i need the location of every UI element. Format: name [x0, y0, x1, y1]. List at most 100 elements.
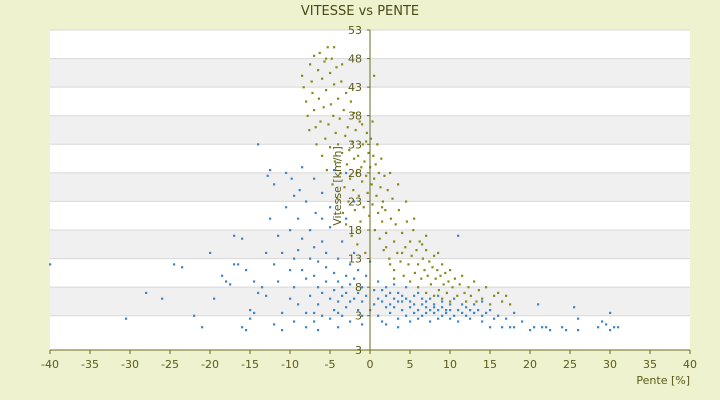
data-point	[405, 297, 408, 300]
data-point	[376, 143, 379, 146]
data-point	[353, 200, 356, 203]
data-point	[393, 240, 396, 243]
data-point	[393, 306, 396, 309]
data-point	[337, 300, 340, 303]
data-point	[421, 314, 424, 317]
data-point	[314, 211, 317, 215]
data-point	[444, 271, 447, 275]
data-point	[333, 83, 336, 86]
data-point	[285, 171, 288, 175]
data-point	[449, 303, 452, 306]
data-point	[379, 186, 382, 189]
data-point	[401, 231, 404, 235]
data-point	[337, 97, 340, 100]
data-point	[345, 274, 348, 277]
data-point	[425, 291, 428, 295]
data-point	[357, 309, 360, 312]
data-point	[453, 277, 456, 280]
data-point	[489, 303, 492, 306]
data-point	[317, 303, 320, 306]
data-point	[347, 200, 350, 203]
data-point	[337, 143, 340, 146]
data-point	[497, 291, 500, 295]
data-point	[281, 311, 284, 315]
data-point	[285, 206, 288, 209]
data-point	[329, 71, 332, 75]
data-point	[329, 317, 332, 320]
data-point	[359, 220, 362, 223]
data-point	[313, 274, 316, 277]
data-point	[429, 283, 432, 286]
data-point	[384, 209, 387, 212]
data-point	[377, 171, 380, 175]
data-point	[265, 294, 268, 297]
data-point	[326, 46, 329, 49]
data-point	[433, 294, 436, 297]
data-point	[348, 149, 351, 152]
data-point	[385, 286, 388, 289]
data-point	[473, 303, 476, 306]
data-point	[425, 300, 428, 303]
data-point	[461, 311, 464, 315]
data-point	[441, 263, 444, 266]
data-point	[273, 183, 276, 186]
y-tick-label: 3	[355, 310, 362, 323]
data-point	[573, 306, 576, 309]
data-point	[481, 314, 484, 317]
data-point	[325, 251, 328, 255]
x-tick-label: -5	[325, 358, 336, 371]
data-point	[233, 234, 236, 237]
data-point	[327, 123, 330, 126]
data-point	[353, 157, 356, 160]
data-point	[501, 300, 504, 303]
data-point	[393, 283, 396, 286]
data-point	[301, 269, 304, 272]
data-point	[441, 300, 444, 303]
data-point	[193, 314, 196, 317]
data-point	[269, 169, 272, 172]
data-point	[341, 240, 344, 243]
y-tick-label: 3	[355, 344, 362, 357]
data-point	[389, 263, 392, 266]
data-point	[308, 129, 311, 132]
data-point	[439, 274, 442, 277]
data-point	[305, 100, 308, 103]
x-tick-label: -30	[121, 358, 139, 371]
data-point	[357, 291, 360, 295]
data-point	[321, 240, 324, 243]
data-point	[289, 297, 292, 300]
data-point	[353, 209, 356, 212]
data-point	[493, 294, 496, 297]
chart-title: VITESSE vs PENTE	[301, 4, 419, 19]
data-point	[333, 289, 336, 292]
data-point	[317, 260, 320, 263]
data-point	[273, 263, 276, 266]
data-point	[375, 194, 378, 197]
data-point	[329, 206, 332, 209]
data-point	[431, 266, 434, 269]
data-point	[261, 286, 264, 289]
data-point	[378, 237, 381, 240]
data-point	[329, 146, 332, 149]
y-tick-label: 13	[348, 253, 362, 266]
data-point	[329, 297, 332, 300]
data-point	[345, 306, 348, 309]
data-point	[481, 297, 484, 300]
data-point	[301, 237, 304, 240]
data-point	[337, 280, 340, 283]
data-point	[429, 297, 432, 300]
x-tick-label: -10	[281, 358, 299, 371]
data-point	[385, 323, 388, 326]
data-point	[394, 223, 397, 226]
data-point	[357, 154, 360, 157]
data-point	[281, 329, 284, 332]
data-point	[505, 317, 508, 320]
data-point	[353, 251, 356, 255]
data-point	[381, 220, 384, 223]
data-point	[337, 257, 340, 260]
data-point	[469, 309, 472, 312]
data-point	[289, 269, 292, 272]
data-point	[463, 291, 466, 295]
